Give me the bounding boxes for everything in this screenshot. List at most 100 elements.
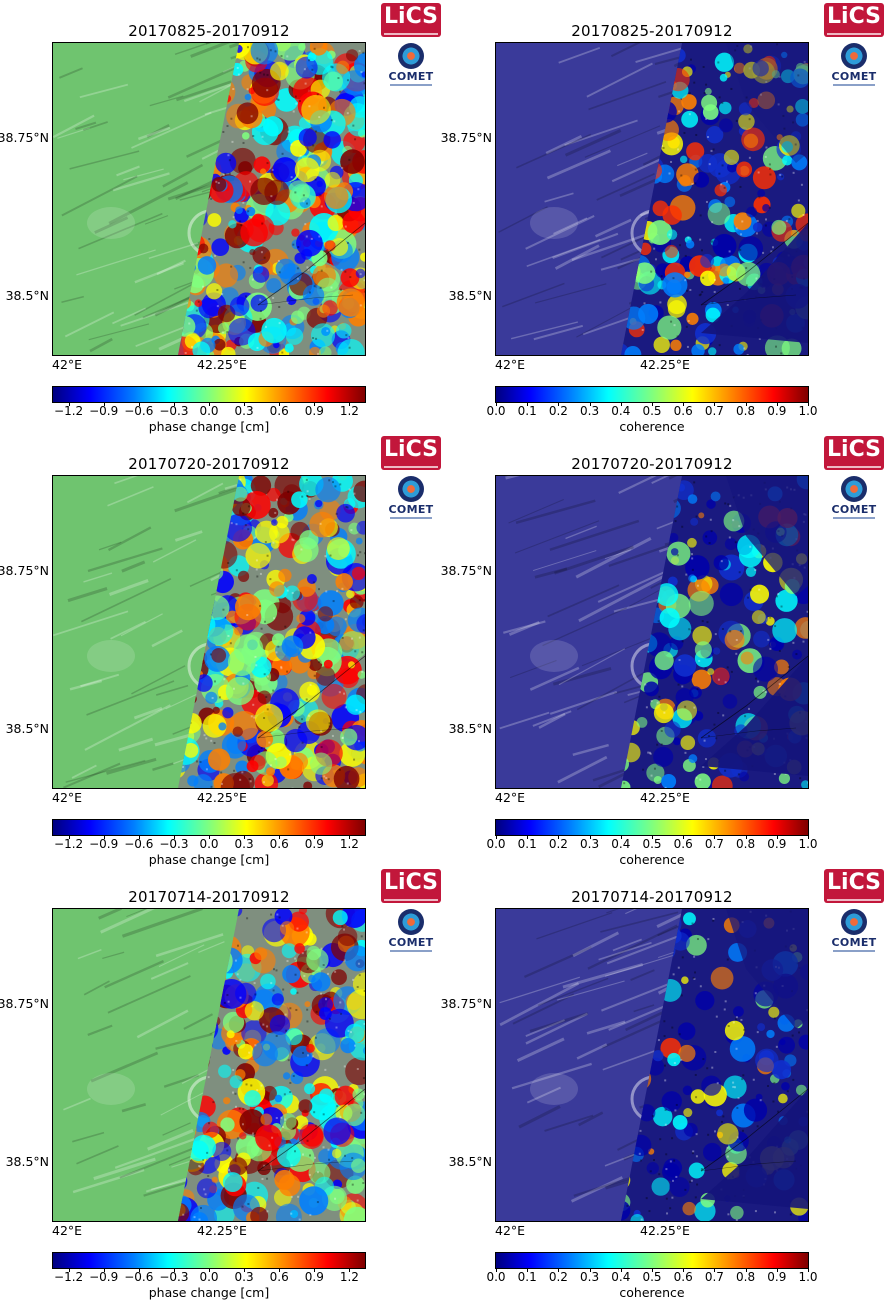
lon-label: 42°E bbox=[52, 357, 82, 372]
colorbar-tick-label: 0.8 bbox=[736, 837, 755, 851]
comet-logo: COMET bbox=[824, 909, 884, 959]
colorbar-tick-label: 0.4 bbox=[611, 404, 630, 418]
colorbar-tick-label: 0.3 bbox=[235, 404, 254, 418]
map-image bbox=[52, 908, 366, 1222]
colorbar-tick-label: 0.3 bbox=[580, 837, 599, 851]
map-image bbox=[495, 42, 809, 356]
lics-logo-text: LiCS bbox=[384, 437, 438, 462]
colorbar-tick-label: −0.3 bbox=[159, 404, 188, 418]
colorbar bbox=[495, 819, 809, 836]
colorbar bbox=[52, 1252, 366, 1269]
lics-logo-underline bbox=[384, 466, 438, 468]
colorbar-tick-label: 0.6 bbox=[270, 404, 289, 418]
comet-emblem-icon bbox=[398, 476, 424, 502]
lat-label: 38.75°N bbox=[440, 563, 492, 578]
lon-label: 42°E bbox=[495, 1223, 525, 1238]
comet-logo-underline bbox=[833, 950, 875, 952]
comet-logo-underline bbox=[390, 517, 432, 519]
lon-label: 42.25°E bbox=[640, 1223, 690, 1238]
colorbar-tick-label: 0.3 bbox=[235, 837, 254, 851]
colorbar-tick-label: −0.9 bbox=[89, 1270, 118, 1284]
map-image bbox=[495, 475, 809, 789]
panel-title: 20170720-20170912 bbox=[52, 455, 366, 473]
lat-label: 38.5°N bbox=[440, 1154, 492, 1169]
colorbar-tick-label: −0.6 bbox=[124, 837, 153, 851]
colorbar bbox=[495, 1252, 809, 1269]
comet-logo-underline bbox=[833, 517, 875, 519]
colorbar-tick-label: 0.7 bbox=[705, 1270, 724, 1284]
colorbar-tick-label: 0.0 bbox=[486, 404, 505, 418]
lon-label: 42°E bbox=[495, 357, 525, 372]
colorbar-tick-label: −0.6 bbox=[124, 404, 153, 418]
lics-logo-text: LiCS bbox=[384, 4, 438, 29]
lat-label: 38.75°N bbox=[0, 130, 49, 145]
lon-label: 42°E bbox=[495, 790, 525, 805]
colorbar-tick-label: 0.1 bbox=[518, 404, 537, 418]
lics-logo: LiCS bbox=[824, 436, 884, 470]
lon-label: 42.25°E bbox=[197, 357, 247, 372]
comet-logo: COMET bbox=[381, 476, 441, 526]
colorbar-tick-label: 0.7 bbox=[705, 837, 724, 851]
colorbar-tick-label: 0.0 bbox=[199, 404, 218, 418]
colorbar-tick-label: 0.2 bbox=[549, 404, 568, 418]
colorbar-tick-label: 0.0 bbox=[486, 1270, 505, 1284]
lics-logo-underline bbox=[827, 33, 881, 35]
lon-label: 42.25°E bbox=[197, 1223, 247, 1238]
comet-logo: COMET bbox=[381, 43, 441, 93]
colorbar-tick-label: 0.0 bbox=[199, 1270, 218, 1284]
lics-logo-text: LiCS bbox=[827, 870, 881, 895]
lics-logo-text: LiCS bbox=[384, 870, 438, 895]
panel-title: 20170825-20170912 bbox=[495, 22, 809, 40]
colorbar-label: coherence bbox=[495, 852, 809, 867]
lat-label: 38.5°N bbox=[0, 288, 49, 303]
comet-emblem-icon bbox=[841, 43, 867, 69]
lics-logo: LiCS bbox=[381, 869, 441, 903]
colorbar-tick-label: 0.9 bbox=[305, 1270, 324, 1284]
colorbar-label: coherence bbox=[495, 419, 809, 434]
comet-logo-underline bbox=[833, 84, 875, 86]
panel-title: 20170714-20170912 bbox=[495, 888, 809, 906]
lics-logo: LiCS bbox=[824, 869, 884, 903]
colorbar-tick-label: 0.9 bbox=[767, 1270, 786, 1284]
comet-logo-underline bbox=[390, 950, 432, 952]
colorbar-tick-label: 0.1 bbox=[518, 1270, 537, 1284]
colorbar-tick-label: 0.4 bbox=[611, 1270, 630, 1284]
lat-label: 38.5°N bbox=[0, 721, 49, 736]
lics-logo-underline bbox=[827, 899, 881, 901]
colorbar-tick-label: 0.2 bbox=[549, 837, 568, 851]
map-image bbox=[495, 908, 809, 1222]
colorbar-tick-label: 0.6 bbox=[674, 1270, 693, 1284]
lat-label: 38.75°N bbox=[0, 563, 49, 578]
colorbar-tick-label: −0.3 bbox=[159, 1270, 188, 1284]
colorbar-tick-label: 0.5 bbox=[642, 1270, 661, 1284]
lat-label: 38.5°N bbox=[0, 1154, 49, 1169]
panel-phase-1: 20170825-20170912 38.75°N 38.5°N 42°E 42.25°… bbox=[0, 0, 443, 433]
colorbar-tick-label: 0.6 bbox=[270, 837, 289, 851]
colorbar-tick-label: 0.2 bbox=[549, 1270, 568, 1284]
colorbar-tick-label: 0.4 bbox=[611, 837, 630, 851]
lics-logo: LiCS bbox=[824, 3, 884, 37]
colorbar-tick-label: 0.9 bbox=[305, 404, 324, 418]
panel-title: 20170825-20170912 bbox=[52, 22, 366, 40]
colorbar-tick-label: 1.2 bbox=[340, 1270, 359, 1284]
comet-logo-underline bbox=[390, 84, 432, 86]
colorbar-label: phase change [cm] bbox=[52, 419, 366, 434]
colorbar bbox=[52, 819, 366, 836]
colorbar-tick-label: 1.2 bbox=[340, 404, 359, 418]
lics-logo-underline bbox=[384, 33, 438, 35]
comet-emblem-icon bbox=[398, 43, 424, 69]
comet-logo-text: COMET bbox=[381, 70, 441, 83]
lat-label: 38.75°N bbox=[0, 996, 49, 1011]
colorbar bbox=[495, 386, 809, 403]
map-image bbox=[52, 42, 366, 356]
lics-logo: LiCS bbox=[381, 3, 441, 37]
map-image bbox=[52, 475, 366, 789]
panel-title: 20170720-20170912 bbox=[495, 455, 809, 473]
colorbar-tick-label: 0.7 bbox=[705, 404, 724, 418]
colorbar-tick-label: −0.3 bbox=[159, 837, 188, 851]
colorbar-tick-label: 0.6 bbox=[674, 837, 693, 851]
